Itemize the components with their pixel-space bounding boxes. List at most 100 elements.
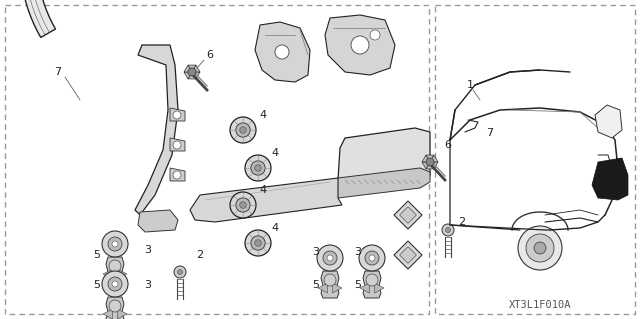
Circle shape — [534, 242, 546, 254]
Circle shape — [112, 281, 118, 287]
Circle shape — [324, 274, 336, 286]
Polygon shape — [321, 271, 339, 298]
Text: 4: 4 — [259, 185, 267, 195]
Polygon shape — [170, 168, 185, 181]
Circle shape — [604, 116, 616, 128]
Circle shape — [245, 155, 271, 181]
Circle shape — [445, 227, 451, 233]
Circle shape — [240, 202, 246, 208]
Circle shape — [236, 198, 250, 212]
Circle shape — [255, 240, 261, 246]
Polygon shape — [394, 201, 422, 229]
Polygon shape — [138, 210, 178, 232]
Polygon shape — [360, 283, 370, 293]
Circle shape — [351, 36, 369, 54]
Polygon shape — [430, 162, 438, 169]
Polygon shape — [422, 155, 430, 162]
Text: 5: 5 — [93, 250, 100, 260]
Polygon shape — [325, 15, 395, 75]
Circle shape — [317, 245, 343, 271]
Text: 1: 1 — [467, 80, 474, 90]
Polygon shape — [103, 269, 113, 279]
Circle shape — [365, 251, 379, 265]
Text: 5: 5 — [312, 280, 319, 290]
Circle shape — [108, 277, 122, 291]
Polygon shape — [103, 309, 113, 319]
Circle shape — [369, 255, 375, 261]
Circle shape — [366, 274, 378, 286]
Text: 7: 7 — [486, 128, 493, 138]
Circle shape — [173, 171, 181, 179]
Polygon shape — [595, 105, 622, 138]
Text: 5: 5 — [355, 280, 362, 290]
Polygon shape — [430, 155, 438, 162]
Circle shape — [426, 158, 434, 166]
Text: XT3L1F010A: XT3L1F010A — [509, 300, 572, 310]
Circle shape — [188, 68, 196, 76]
Polygon shape — [184, 72, 192, 79]
Circle shape — [245, 230, 271, 256]
Polygon shape — [426, 155, 434, 162]
Circle shape — [251, 161, 265, 175]
Bar — [435, 5, 635, 314]
Circle shape — [173, 141, 181, 149]
Circle shape — [240, 127, 246, 133]
Text: 3: 3 — [145, 245, 152, 255]
Circle shape — [112, 241, 118, 247]
Polygon shape — [190, 178, 342, 222]
Circle shape — [526, 234, 554, 262]
Polygon shape — [192, 72, 200, 79]
Polygon shape — [192, 65, 200, 72]
Text: 3: 3 — [312, 247, 319, 257]
Polygon shape — [422, 162, 430, 169]
Bar — [5, 5, 429, 314]
Text: 5: 5 — [93, 280, 100, 290]
Text: 4: 4 — [271, 148, 278, 158]
Polygon shape — [188, 65, 196, 72]
Circle shape — [173, 111, 181, 119]
Text: 3: 3 — [145, 280, 152, 290]
Circle shape — [109, 260, 121, 272]
Text: 3: 3 — [355, 247, 362, 257]
Text: 7: 7 — [54, 67, 61, 77]
Polygon shape — [117, 269, 127, 279]
Circle shape — [102, 271, 128, 297]
Circle shape — [327, 255, 333, 261]
Circle shape — [323, 251, 337, 265]
Polygon shape — [399, 207, 417, 223]
Polygon shape — [592, 158, 628, 200]
Polygon shape — [399, 247, 417, 263]
Polygon shape — [170, 138, 185, 151]
Circle shape — [102, 231, 128, 257]
Polygon shape — [117, 309, 127, 319]
Circle shape — [251, 236, 265, 250]
Circle shape — [370, 30, 380, 40]
Text: 2: 2 — [196, 250, 204, 260]
Text: 2: 2 — [458, 217, 465, 227]
Polygon shape — [426, 162, 434, 169]
Circle shape — [275, 45, 289, 59]
Polygon shape — [135, 45, 178, 215]
Circle shape — [518, 226, 562, 270]
Text: 6: 6 — [445, 140, 451, 150]
Polygon shape — [394, 241, 422, 269]
Circle shape — [255, 165, 261, 171]
Polygon shape — [255, 22, 310, 82]
Circle shape — [177, 270, 182, 275]
Polygon shape — [106, 297, 124, 319]
Polygon shape — [106, 257, 124, 284]
Polygon shape — [332, 168, 430, 198]
Polygon shape — [188, 72, 196, 79]
Text: 4: 4 — [259, 110, 267, 120]
Polygon shape — [332, 283, 342, 293]
Polygon shape — [338, 128, 430, 195]
Circle shape — [109, 300, 121, 312]
Circle shape — [108, 237, 122, 251]
Text: 4: 4 — [271, 223, 278, 233]
Text: 6: 6 — [207, 50, 214, 60]
Polygon shape — [363, 271, 381, 298]
Polygon shape — [170, 108, 185, 121]
Polygon shape — [374, 283, 384, 293]
Polygon shape — [318, 283, 328, 293]
Circle shape — [174, 266, 186, 278]
